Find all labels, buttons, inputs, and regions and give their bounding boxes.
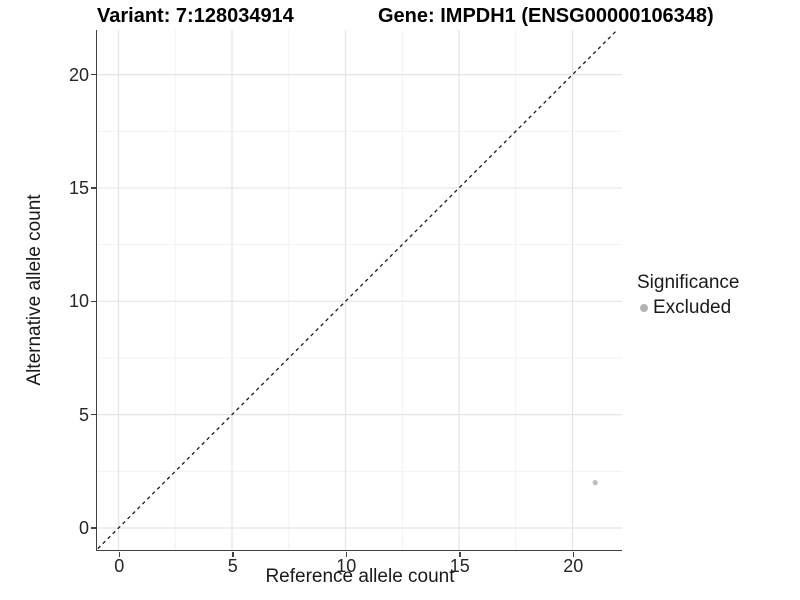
y-axis-tick-label: 5 — [78, 404, 89, 425]
legend-items: Excluded — [637, 297, 739, 319]
y-axis-tick-label: 15 — [68, 177, 89, 198]
legend: Significance Excluded — [637, 272, 739, 319]
x-axis-tick-label: 20 — [563, 556, 584, 576]
x-axis-tick-label: 5 — [227, 556, 238, 576]
x-axis-tick — [572, 551, 575, 557]
x-axis-tick-label: 0 — [114, 556, 125, 576]
x-axis-tick — [459, 551, 461, 557]
identity-dashed-line — [97, 30, 619, 550]
x-axis-tick — [232, 551, 234, 557]
x-axis-tick — [118, 551, 121, 557]
y-axis-tick — [91, 413, 96, 416]
y-axis-tick-label: 10 — [68, 291, 89, 312]
data-point — [592, 480, 598, 486]
x-axis-title: Reference allele count — [265, 566, 455, 587]
y-axis-tick — [91, 73, 96, 76]
y-axis-tick — [91, 527, 96, 529]
y-axis-title: Alternative allele count — [24, 194, 45, 386]
legend-item-label: Excluded — [653, 297, 732, 318]
legend-point-icon — [640, 304, 648, 312]
y-axis-tick — [91, 300, 96, 303]
legend-item: Excluded — [637, 297, 739, 319]
x-axis-tick-label: 15 — [449, 556, 470, 576]
plot-area — [97, 30, 622, 550]
variant-title: Variant: 7:128034914 — [97, 5, 294, 27]
x-axis-tick-label: 10 — [336, 556, 357, 576]
y-axis-tick — [91, 187, 96, 189]
legend-title: Significance — [637, 272, 740, 293]
y-axis-tick-label: 0 — [78, 518, 89, 538]
plot-panel — [96, 30, 622, 551]
gene-title: Gene: IMPDH1 (ENSG00000106348) — [378, 5, 714, 27]
y-axis-tick-label: 20 — [68, 64, 89, 85]
x-axis-tick — [345, 551, 348, 557]
